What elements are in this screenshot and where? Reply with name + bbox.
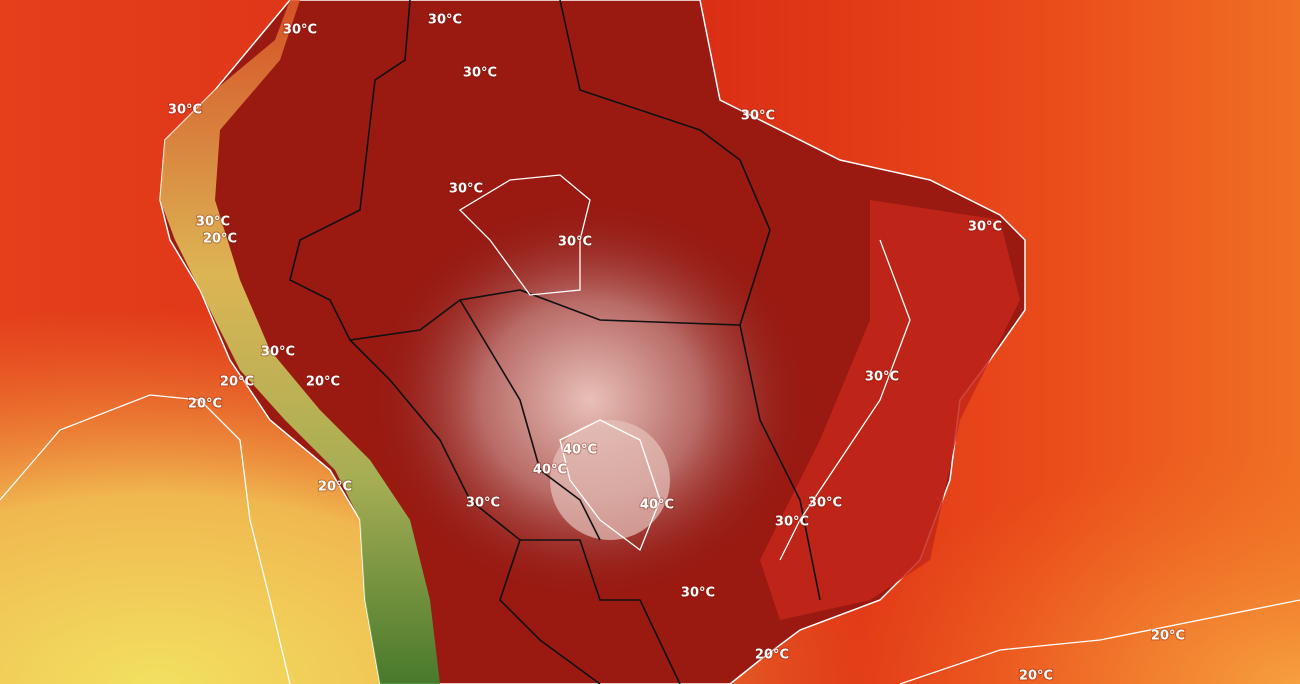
- labels: 30°C 30°C 30°C 30°C 30°C 30°C 30°C 30°C 20°C 30°C…: [167, 12, 1186, 684]
- contour-label: 20°C: [306, 375, 340, 390]
- contour-label: 20°C: [318, 480, 352, 495]
- east-coast: [760, 200, 1020, 620]
- contour-label: 40°C: [563, 443, 597, 458]
- contour-label: 30°C: [681, 586, 715, 601]
- andes: [160, 0, 440, 684]
- contour-label: 30°C: [808, 496, 842, 511]
- contour-label: 20°C: [755, 648, 789, 663]
- isotherms: [0, 174, 1300, 684]
- borders: [289, 0, 821, 684]
- hot-core: [370, 200, 810, 600]
- contour-label: 30°C: [775, 515, 809, 530]
- contour-label: 30°C: [466, 496, 500, 511]
- contour-label: 20°C: [220, 375, 254, 390]
- hot-core: [550, 420, 670, 540]
- contour-label: 20°C: [1151, 629, 1185, 644]
- contour-label: 40°C: [533, 463, 567, 478]
- contour-label: 30°C: [741, 109, 775, 124]
- contour-label: 30°C: [283, 23, 317, 38]
- contour-label: 30°C: [558, 235, 592, 250]
- contour-label: 30°C: [428, 13, 462, 28]
- contour-label: 30°C: [968, 220, 1002, 235]
- contour-label: 30°C: [196, 215, 230, 230]
- contour-label: 30°C: [865, 370, 899, 385]
- contour-label: 30°C: [261, 345, 295, 360]
- contour-label: 30°C: [449, 182, 483, 197]
- contour-label: 20°C: [1019, 669, 1053, 684]
- contour-label: 30°C: [168, 103, 202, 118]
- contour-label: 20°C: [203, 232, 237, 247]
- contour-label: 30°C: [463, 66, 497, 81]
- contour-label: 20°C: [188, 397, 222, 412]
- contour-label: 40°C: [640, 498, 674, 513]
